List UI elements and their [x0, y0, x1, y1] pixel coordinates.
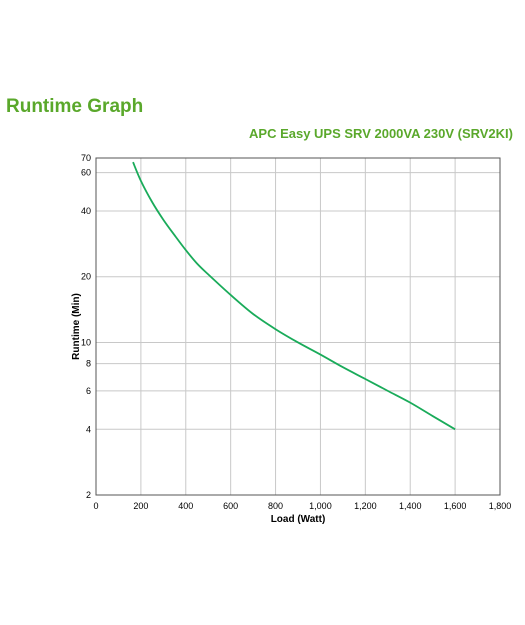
x-tick-label: 1,400 — [399, 501, 422, 511]
x-tick-label: 600 — [223, 501, 238, 511]
y-tick-label: 4 — [86, 424, 91, 434]
y-tick-label: 20 — [81, 272, 91, 282]
x-tick-label: 400 — [178, 501, 193, 511]
x-tick-label: 800 — [268, 501, 283, 511]
y-tick-label: 70 — [81, 153, 91, 163]
plot-frame — [95, 157, 501, 496]
x-tick-label: 0 — [93, 501, 98, 511]
x-tick-label: 1,200 — [354, 501, 377, 511]
y-tick-label: 60 — [81, 168, 91, 178]
y-axis-label: Runtime (Min) — [71, 293, 82, 360]
x-tick-label: 1,000 — [309, 501, 332, 511]
chart-title: APC Easy UPS SRV 2000VA 230V (SRV2KI) — [249, 126, 513, 141]
y-tick-label: 10 — [81, 337, 91, 347]
x-tick-label: 1,600 — [444, 501, 467, 511]
runtime-line — [132, 161, 456, 431]
y-tick-label: 2 — [86, 490, 91, 500]
y-tick-label: 6 — [86, 386, 91, 396]
tick-labels: 0 200 400 600 800 1,000 1,200 1,400 1,600 1,800 2 4… — [81, 153, 511, 511]
x-tick-label: 200 — [133, 501, 148, 511]
y-tick-label: 8 — [86, 359, 91, 369]
grid — [96, 158, 500, 495]
y-tick-label: 40 — [81, 206, 91, 216]
page-title: Runtime Graph — [6, 96, 144, 117]
x-tick-label: 1,800 — [489, 501, 512, 511]
x-axis-label: Load (Watt) — [271, 514, 326, 525]
